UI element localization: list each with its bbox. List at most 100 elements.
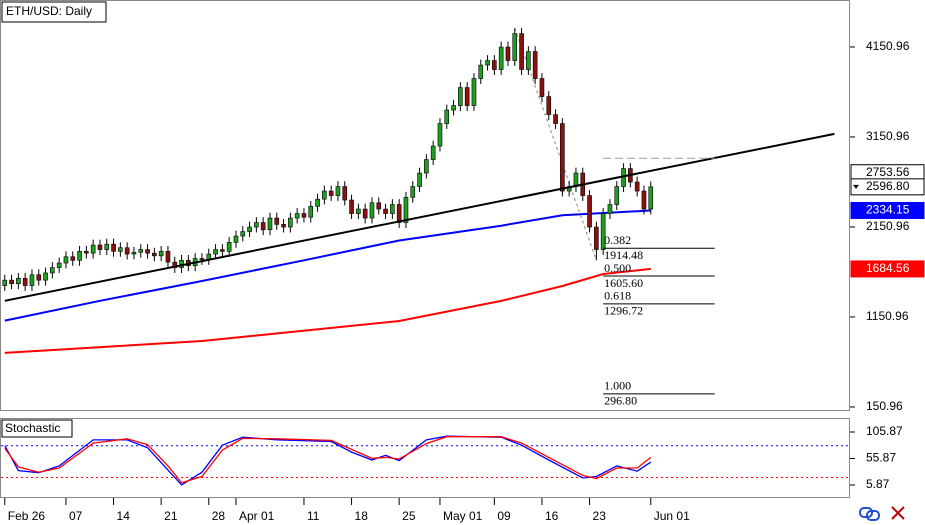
x-tick-label: 21 bbox=[164, 509, 178, 523]
candle-body bbox=[478, 64, 484, 79]
candle-body bbox=[369, 202, 375, 219]
candle-body bbox=[158, 251, 164, 257]
link-icon-ring[interactable] bbox=[866, 510, 880, 521]
candle-body bbox=[247, 226, 252, 232]
x-tick-label: 28 bbox=[212, 509, 226, 523]
fib-ratio-label: 1.000 bbox=[604, 379, 631, 393]
y-tick-label: 2150.96 bbox=[866, 219, 910, 233]
title-box bbox=[1, 1, 107, 23]
fib-ratio-label: 0.618 bbox=[604, 289, 631, 303]
candle-body bbox=[634, 181, 640, 192]
candle-body bbox=[145, 249, 150, 254]
candle-body bbox=[165, 251, 171, 263]
candle-body bbox=[29, 274, 35, 286]
candle-body bbox=[335, 186, 341, 196]
fib-price-label: 1296.72 bbox=[604, 304, 643, 318]
candle-body bbox=[553, 114, 558, 124]
candle-body bbox=[9, 279, 14, 285]
candle-body bbox=[90, 244, 96, 254]
candle-body bbox=[84, 251, 89, 254]
candle-body bbox=[587, 195, 592, 228]
x-tick-label: 16 bbox=[545, 509, 559, 523]
close-icon[interactable] bbox=[891, 506, 905, 520]
candle-body bbox=[410, 186, 416, 198]
x-tick-label: 07 bbox=[69, 509, 83, 523]
y-tick-label: 5.87 bbox=[866, 477, 890, 491]
candle-body bbox=[328, 190, 334, 196]
candle-body bbox=[2, 279, 8, 286]
candle-body bbox=[430, 145, 436, 160]
candle-body bbox=[342, 186, 348, 201]
ma-price-label-box bbox=[850, 260, 925, 278]
candle-body bbox=[532, 51, 538, 79]
x-tick-label: Feb 26 bbox=[8, 509, 46, 523]
candle-body bbox=[63, 256, 69, 264]
link-icon[interactable] bbox=[859, 507, 880, 521]
candle-body bbox=[124, 247, 130, 255]
candle-body bbox=[349, 199, 354, 214]
candle-body bbox=[362, 208, 368, 219]
candle-body bbox=[43, 272, 48, 281]
candle-body bbox=[390, 204, 395, 214]
candle-body bbox=[281, 224, 286, 228]
candle-body bbox=[451, 105, 456, 111]
candle-body bbox=[138, 249, 144, 253]
candle-body bbox=[526, 51, 531, 70]
candle-body bbox=[492, 60, 497, 70]
candle-body bbox=[512, 33, 518, 61]
trendline-price-label: 2753.56 bbox=[866, 165, 910, 179]
candle-body bbox=[437, 123, 443, 147]
y-tick-label: 150.96 bbox=[866, 399, 903, 413]
candle-body bbox=[36, 274, 42, 281]
link-icon-ring[interactable] bbox=[859, 507, 873, 518]
stochastic-line bbox=[4, 435, 652, 486]
candle-body bbox=[573, 172, 579, 187]
ma-price-label: 1684.56 bbox=[866, 261, 910, 275]
candle-body bbox=[458, 87, 463, 106]
candle-body bbox=[322, 190, 327, 200]
fib-price-label: 296.80 bbox=[604, 394, 637, 408]
candle-body bbox=[471, 78, 477, 106]
x-tick-label: 18 bbox=[355, 509, 369, 523]
candle-body bbox=[403, 197, 409, 223]
candle-body bbox=[152, 252, 157, 257]
candle-body bbox=[240, 231, 246, 237]
plot-layer: 150.96 1150.96 2150.96 3150.96 4150.96 105.87… bbox=[1, 27, 925, 523]
stochastic-title: Stochastic bbox=[5, 421, 60, 435]
candle-body bbox=[315, 198, 320, 207]
candle-body bbox=[383, 208, 388, 214]
fib-swing bbox=[514, 27, 597, 261]
candle-body bbox=[396, 204, 402, 223]
x-tick-label: 23 bbox=[593, 509, 607, 523]
candle-body bbox=[260, 222, 266, 231]
candle-body bbox=[464, 87, 470, 106]
candle-body bbox=[213, 249, 218, 255]
candle-body bbox=[97, 244, 103, 250]
y-tick-label: 105.87 bbox=[866, 424, 903, 438]
moving-average bbox=[4, 267, 651, 354]
candle-body bbox=[111, 243, 116, 252]
candle-body bbox=[376, 202, 382, 210]
candle-body bbox=[505, 46, 511, 61]
candle-body bbox=[485, 60, 490, 66]
ma-price-label: 2334.15 bbox=[866, 203, 910, 217]
y-tick-label: 4150.96 bbox=[866, 39, 910, 53]
candle-body bbox=[648, 186, 654, 210]
candle-body bbox=[641, 190, 647, 210]
candle-body bbox=[546, 96, 552, 115]
last-price-label-box bbox=[850, 178, 925, 196]
candle-body bbox=[226, 242, 232, 252]
candle-body bbox=[498, 46, 504, 70]
candle-body bbox=[254, 222, 259, 228]
candle-body bbox=[16, 278, 21, 285]
candle-body bbox=[288, 217, 293, 228]
candle-body bbox=[594, 226, 599, 250]
candle-body bbox=[56, 262, 62, 268]
ma-price-label-box bbox=[850, 201, 925, 219]
stochastic-line bbox=[4, 436, 652, 484]
candle-body bbox=[274, 217, 280, 225]
stochastic-title-box bbox=[1, 419, 73, 438]
main-panel-frame bbox=[0, 0, 850, 411]
